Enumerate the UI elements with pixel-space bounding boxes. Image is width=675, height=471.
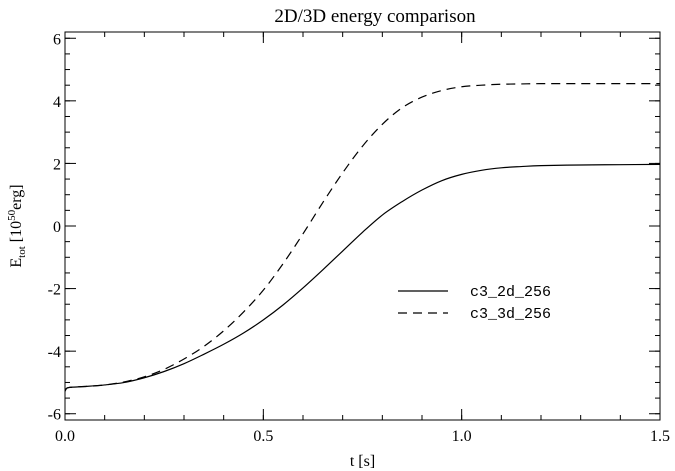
x-axis-label: t [s] bbox=[350, 453, 375, 470]
y-tick-label: -4 bbox=[48, 344, 61, 361]
x-tick-label: 0.5 bbox=[253, 428, 273, 445]
y-tick-label: 6 bbox=[53, 31, 61, 48]
y-label-main: E bbox=[8, 258, 25, 268]
series-line-2 bbox=[64, 83, 660, 392]
y-tick-label: 4 bbox=[53, 94, 61, 111]
y-axis-label: Etot [1050erg] bbox=[6, 184, 28, 267]
plot-border bbox=[64, 31, 661, 421]
y-tick-label: -6 bbox=[48, 407, 61, 424]
y-label-superscript: 50 bbox=[6, 209, 18, 221]
plot-frame bbox=[64, 31, 661, 421]
legend-label-1: c3_2d_256 bbox=[470, 284, 551, 301]
series-layer bbox=[64, 83, 661, 392]
y-axis: -6 -4 -2 0 2 4 6 bbox=[48, 31, 660, 424]
legend: c3_2d_256 c3_3d_256 bbox=[398, 284, 551, 323]
y-label-pre: [10 bbox=[8, 221, 25, 246]
y-tick-label: 2 bbox=[53, 156, 61, 173]
legend-label-2: c3_3d_256 bbox=[470, 306, 551, 323]
y-label-post: erg] bbox=[8, 184, 25, 209]
x-tick-label: 1.0 bbox=[452, 428, 472, 445]
series-line-1 bbox=[64, 163, 661, 392]
x-axis: 0.0 0.5 1.0 1.5 bbox=[55, 32, 670, 445]
x-tick-label: 1.5 bbox=[650, 428, 670, 445]
y-label-subscript: tot bbox=[16, 246, 28, 258]
y-tick-label: -2 bbox=[48, 282, 61, 299]
y-tick-label: 0 bbox=[53, 219, 61, 236]
x-tick-label: 0.0 bbox=[55, 428, 75, 445]
chart-title: 2D/3D energy comparison bbox=[274, 6, 476, 27]
